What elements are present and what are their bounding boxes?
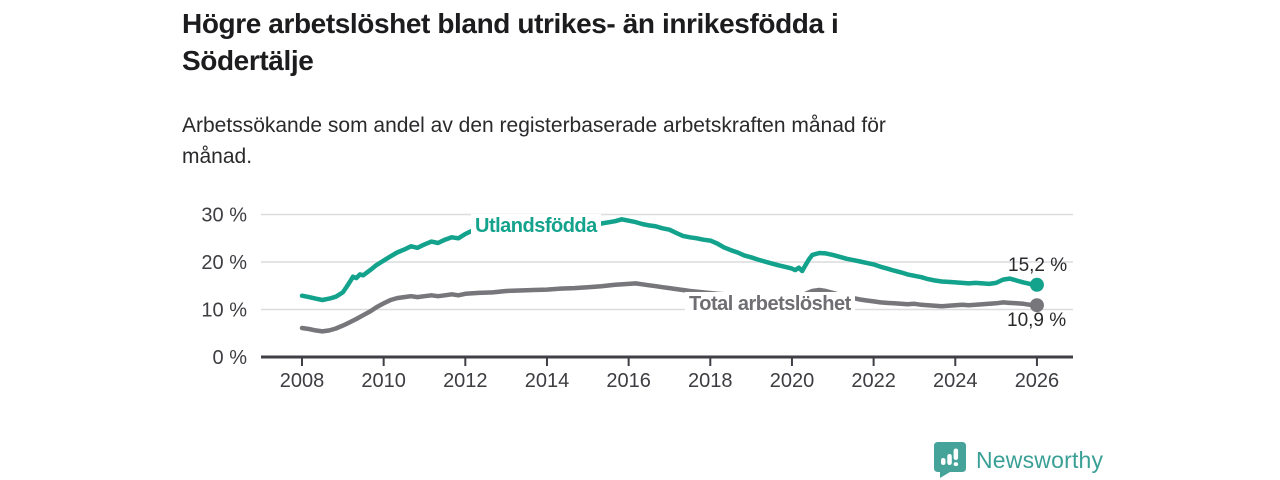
x-tick-label: 2026 [1015, 370, 1060, 392]
series-line-total-arbetsloshet [299, 281, 1040, 334]
x-tick-label: 2010 [361, 370, 406, 392]
series-label-utlandsfodda: Utlandsfödda [471, 214, 601, 239]
x-tick-label: 2020 [770, 370, 815, 392]
series-end-dot-utlandsfodda [1029, 277, 1044, 292]
x-tick-label: 2008 [280, 370, 325, 392]
newsworthy-logo[interactable]: Newsworthy [933, 442, 1103, 478]
x-tick-label: 2018 [688, 370, 733, 392]
y-tick-label: 30 % [201, 205, 247, 227]
x-tick-label: 2024 [933, 370, 978, 392]
y-tick-label: 10 % [201, 300, 247, 322]
x-tick-label: 2022 [851, 370, 896, 392]
newsworthy-logo-icon [934, 442, 966, 478]
x-tick-label: 2016 [606, 370, 651, 392]
page-title: Högre arbetslöshet bland utrikes- än inr… [182, 5, 1102, 79]
chart-subtitle-line-2: månad. [182, 145, 253, 168]
page-title-line-2: Södertälje [182, 45, 314, 76]
y-tick-label: 20 % [201, 252, 247, 274]
series-end-dot-total-arbetsloshet [1029, 298, 1044, 313]
page-title-line-1: Högre arbetslöshet bland utrikes- än inr… [182, 8, 839, 39]
end-value-label-utlandsfodda: 15,2 % [1008, 255, 1068, 276]
chart-subtitle: Arbetssökande som andel av den registerb… [182, 110, 1082, 172]
end-value-label-total-arbetsloshet: 10,9 % [1007, 310, 1067, 331]
chart-subtitle-line-1: Arbetssökande som andel av den registerb… [182, 114, 886, 137]
series-line-utlandsfodda [299, 217, 1040, 303]
newsworthy-wordmark: Newsworthy [976, 446, 1104, 473]
x-tick-label: 2012 [443, 370, 488, 392]
series-label-total-arbetsloshet: Total arbetslöshet [685, 292, 855, 317]
x-tick-label: 2014 [525, 370, 570, 392]
y-tick-label: 0 % [213, 347, 248, 369]
